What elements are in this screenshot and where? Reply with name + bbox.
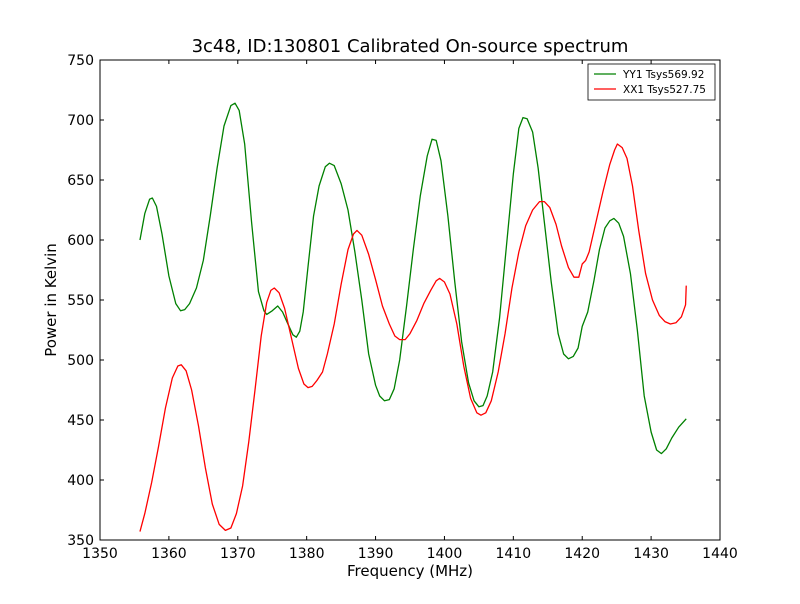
y-tick-label: 600 [67, 233, 94, 249]
y-tick-label: 500 [67, 353, 94, 369]
y-tick-label: 650 [67, 173, 94, 189]
legend-label-xx1: XX1 Tsys527.75 [623, 84, 706, 96]
series-line-1 [139, 143, 687, 532]
x-tick-label: 1390 [358, 546, 394, 562]
x-tick-label: 1420 [564, 546, 600, 562]
x-tick-label: 1440 [702, 546, 738, 562]
x-axis-label: Frequency (MHz) [347, 562, 473, 580]
x-tick-label: 1410 [496, 546, 532, 562]
y-tick-label: 750 [67, 53, 94, 69]
x-tick-label: 1350 [82, 546, 118, 562]
x-tick-label: 1400 [427, 546, 463, 562]
legend: YY1 Tsys569.92 XX1 Tsys527.75 [587, 63, 716, 101]
y-tick-label: 550 [67, 293, 94, 309]
y-tick-label: 450 [67, 413, 94, 429]
tick-layer: 1350 1360 1370 1380 1390 1400 1410 1420 1430 1440… [67, 53, 738, 562]
y-tick-label: 350 [67, 533, 94, 549]
x-tick-label: 1360 [151, 546, 187, 562]
chart-title: 3c48, ID:130801 Calibrated On-source spe… [192, 36, 629, 57]
plot-frame [99, 59, 721, 541]
x-tick-label: 1370 [220, 546, 256, 562]
y-tick-label: 400 [67, 473, 94, 489]
x-tick-label: 1430 [633, 546, 669, 562]
y-axis-label: Power in Kelvin [42, 243, 60, 357]
x-tick-label: 1380 [289, 546, 325, 562]
series-line-0 [139, 102, 687, 455]
legend-box [587, 63, 716, 101]
y-tick-label: 700 [67, 113, 94, 129]
legend-label-yy1: YY1 Tsys569.92 [622, 69, 704, 81]
series-layer [139, 102, 687, 532]
